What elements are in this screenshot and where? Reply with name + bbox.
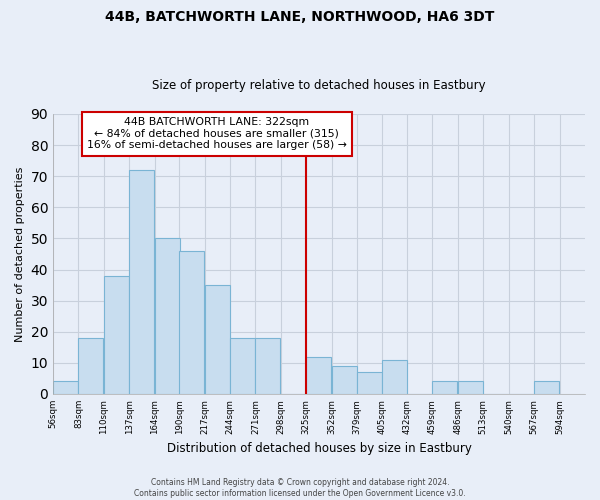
Bar (433, 382, 457, 394)
Bar (130, 170, 154, 394)
Y-axis label: Number of detached properties: Number of detached properties (15, 166, 25, 342)
Bar (79, 338, 103, 394)
Bar (179, 251, 204, 394)
Bar (332, 366, 356, 394)
Bar (307, 356, 331, 394)
Bar (230, 338, 255, 394)
Bar (53, 382, 78, 394)
Bar (205, 285, 230, 394)
Bar (155, 238, 179, 394)
Bar (256, 338, 280, 394)
Text: 44B, BATCHWORTH LANE, NORTHWOOD, HA6 3DT: 44B, BATCHWORTH LANE, NORTHWOOD, HA6 3DT (106, 10, 494, 24)
Bar (458, 382, 483, 394)
Text: Contains HM Land Registry data © Crown copyright and database right 2024.
Contai: Contains HM Land Registry data © Crown c… (134, 478, 466, 498)
Bar (534, 382, 559, 394)
Bar (104, 276, 129, 394)
Text: 44B BATCHWORTH LANE: 322sqm
← 84% of detached houses are smaller (315)
16% of se: 44B BATCHWORTH LANE: 322sqm ← 84% of det… (87, 117, 347, 150)
X-axis label: Distribution of detached houses by size in Eastbury: Distribution of detached houses by size … (167, 442, 472, 455)
Bar (357, 372, 382, 394)
Bar (382, 360, 407, 394)
Title: Size of property relative to detached houses in Eastbury: Size of property relative to detached ho… (152, 79, 486, 92)
